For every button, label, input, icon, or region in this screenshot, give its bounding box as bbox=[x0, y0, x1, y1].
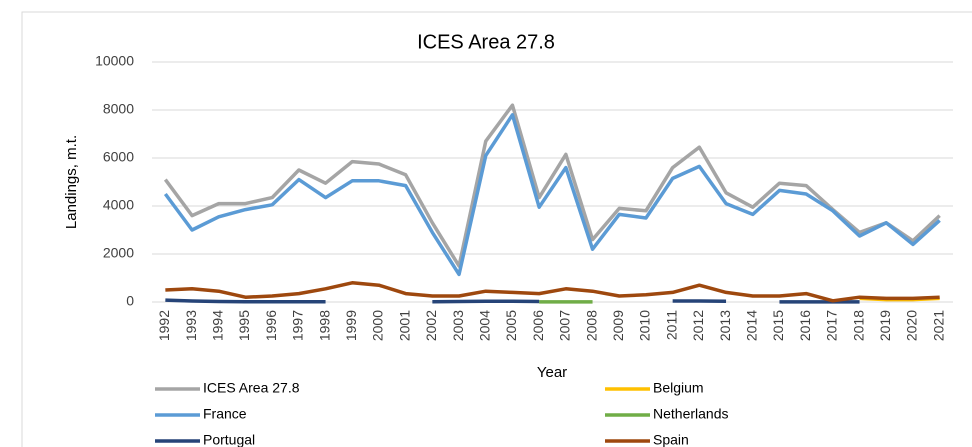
legend-label: Belgium bbox=[653, 380, 704, 396]
series-line bbox=[165, 281, 940, 303]
y-tick-label: 4000 bbox=[103, 197, 134, 213]
x-tick-label: 2001 bbox=[396, 310, 412, 341]
y-axis-label: Landings, m.t. bbox=[63, 135, 80, 229]
legend-label: Netherlands bbox=[653, 406, 729, 422]
x-tick-label: 1993 bbox=[183, 310, 199, 341]
x-tick-label: 2018 bbox=[850, 310, 866, 341]
x-tick-label: 2013 bbox=[717, 310, 733, 341]
legend-label: Spain bbox=[653, 432, 689, 447]
x-tick-label: 1999 bbox=[343, 310, 359, 341]
y-tick-label: 8000 bbox=[103, 101, 134, 117]
x-tick-label: 2017 bbox=[824, 310, 840, 341]
chart-title: ICES Area 27.8 bbox=[417, 31, 555, 53]
series-line bbox=[165, 298, 860, 304]
x-tick-label: 2016 bbox=[797, 310, 813, 341]
y-tick-label: 6000 bbox=[103, 149, 134, 165]
series-line bbox=[163, 103, 941, 268]
x-tick-label: 1994 bbox=[209, 310, 225, 341]
x-tick-label: 2003 bbox=[450, 310, 466, 341]
x-tick-label: 2011 bbox=[663, 310, 679, 340]
x-tick-label: 2006 bbox=[530, 310, 546, 341]
x-tick-label: 2000 bbox=[370, 310, 386, 341]
x-tick-label: 2004 bbox=[476, 310, 492, 341]
x-tick-label: 1997 bbox=[290, 310, 306, 341]
legend-label: France bbox=[203, 406, 247, 422]
x-tick-label: 2008 bbox=[583, 310, 599, 341]
x-tick-label: 1992 bbox=[156, 310, 172, 341]
x-tick-label: 2014 bbox=[743, 310, 759, 341]
x-tick-label: 2021 bbox=[930, 310, 946, 341]
x-tick-label: 2005 bbox=[503, 310, 519, 341]
x-tick-label: 2019 bbox=[877, 310, 893, 341]
x-tick-label: 2009 bbox=[610, 310, 626, 341]
y-tick-label: 0 bbox=[126, 293, 134, 309]
legend-label: Portugal bbox=[203, 432, 255, 447]
chart-frame bbox=[21, 11, 972, 447]
x-tick-label: 2002 bbox=[423, 310, 439, 341]
x-tick-label: 2012 bbox=[690, 310, 706, 341]
x-tick-label: 1995 bbox=[236, 310, 252, 341]
x-axis-label: Year bbox=[537, 364, 567, 381]
x-tick-label: 2007 bbox=[557, 310, 573, 341]
x-tick-label: 2020 bbox=[904, 310, 920, 341]
y-tick-label: 10000 bbox=[95, 53, 134, 69]
x-tick-label: 1996 bbox=[263, 310, 279, 341]
x-tick-label: 2010 bbox=[637, 310, 653, 341]
legend-label: ICES Area 27.8 bbox=[203, 380, 300, 396]
series-line bbox=[163, 113, 941, 277]
x-tick-label: 1998 bbox=[316, 310, 332, 341]
x-tick-label: 2015 bbox=[770, 310, 786, 341]
y-tick-label: 2000 bbox=[103, 245, 134, 261]
